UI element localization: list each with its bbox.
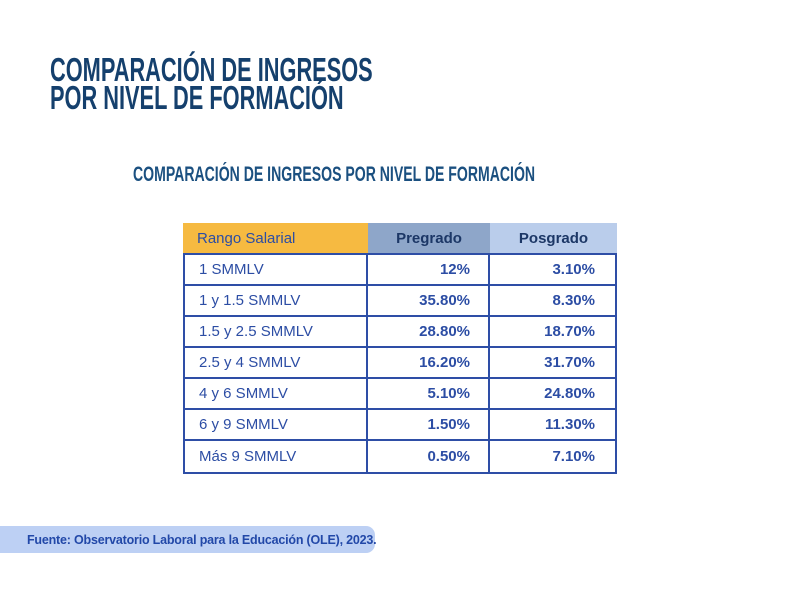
pregrado-value-cell: 0.50%	[368, 441, 490, 472]
row-label-cell: 1.5 y 2.5 SMMLV	[185, 317, 368, 346]
table-row: 1 SMMLV 12% 3.10%	[185, 255, 615, 286]
row-label-cell: 6 y 9 SMMLV	[185, 410, 368, 439]
source-bar: Fuente: Observatorio Laboral para la Edu…	[0, 526, 377, 553]
posgrado-value-cell: 18.70%	[544, 323, 595, 340]
page-title-line2: POR NIVEL DE FORMACIÓN	[50, 79, 344, 116]
table-row: 1 y 1.5 SMMLV 35.80% 8.30%	[185, 286, 615, 317]
table-body: 1 SMMLV 12% 3.10% 1 y 1.5 SMMLV 35.80% 8.30% 1…	[183, 253, 617, 474]
row-label-cell: Más 9 SMMLV	[185, 441, 368, 472]
posgrado-value-cell: 7.10%	[552, 448, 595, 465]
pregrado-value-cell: 12%	[368, 255, 490, 284]
posgrado-value-cell: 31.70%	[544, 354, 595, 371]
table-row: 1.5 y 2.5 SMMLV 28.80% 18.70%	[185, 317, 615, 348]
posgrado-value-cell: 11.30%	[544, 416, 595, 433]
pregrado-value-cell: 1.50%	[368, 410, 490, 439]
table-row: 6 y 9 SMMLV 1.50% 11.30%	[185, 410, 615, 441]
page-title-line1: COMPARACIÓN DE INGRESOS	[50, 51, 373, 88]
row-label-cell: 1 SMMLV	[185, 255, 368, 284]
page-title: COMPARACIÓN DE INGRESOS POR NIVEL DE FOR…	[50, 51, 373, 116]
table-row: 4 y 6 SMMLV 5.10% 24.80%	[185, 379, 615, 410]
header-cell-posgrado: Posgrado	[490, 223, 617, 253]
row-label-cell: 4 y 6 SMMLV	[185, 379, 368, 408]
income-comparison-table: Rango Salarial Pregrado Posgrado 1 SMMLV…	[183, 223, 617, 474]
header-cell-pregrado: Pregrado	[368, 223, 490, 253]
pregrado-value-cell: 35.80%	[368, 286, 490, 315]
pregrado-value-cell: 28.80%	[368, 317, 490, 346]
table-title: COMPARACIÓN DE INGRESOS POR NIVEL DE FOR…	[133, 163, 536, 186]
posgrado-value-cell: 24.80%	[544, 385, 595, 402]
table-row: 2.5 y 4 SMMLV 16.20% 31.70%	[185, 348, 615, 379]
table-header-row: Rango Salarial Pregrado Posgrado	[183, 223, 617, 253]
row-label-cell: 2.5 y 4 SMMLV	[185, 348, 368, 377]
source-text: Fuente: Observatorio Laboral para la Edu…	[27, 532, 377, 547]
pregrado-value-cell: 5.10%	[368, 379, 490, 408]
header-cell-rango-salarial: Rango Salarial	[183, 223, 368, 253]
table-row: Más 9 SMMLV 0.50% 7.10%	[185, 441, 615, 472]
row-label-cell: 1 y 1.5 SMMLV	[185, 286, 368, 315]
posgrado-value-cell: 3.10%	[552, 261, 595, 278]
posgrado-value-cell: 8.30%	[552, 292, 595, 309]
pregrado-value-cell: 16.20%	[368, 348, 490, 377]
